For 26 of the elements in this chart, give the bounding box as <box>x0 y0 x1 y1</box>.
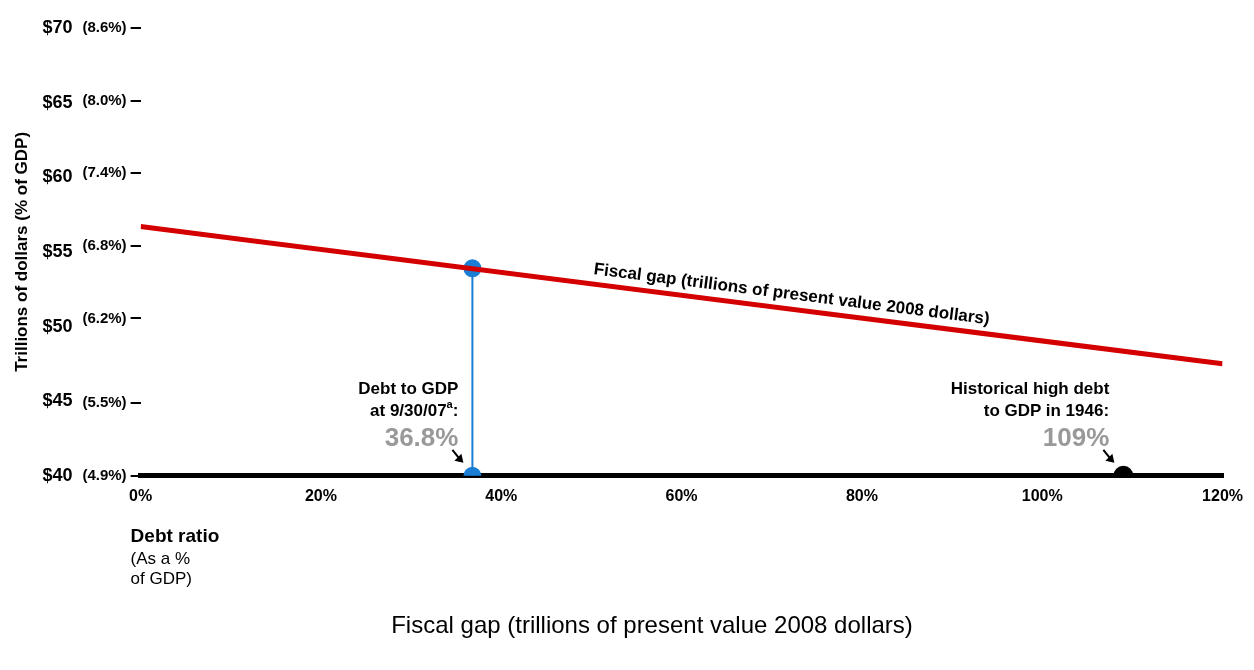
y-tick-label: $70 <box>42 16 73 37</box>
y-tick-label: $40 <box>42 464 73 485</box>
x-tick-label: 80% <box>845 486 878 504</box>
text: Fiscal gap (trillions of present value 2008 dollars) <box>592 259 991 329</box>
x-tick-label: 20% <box>304 486 337 504</box>
text: Fiscal gap (trillions of present value 2008 dollars) <box>391 610 913 638</box>
y2-tick-label: (6.2%) <box>82 308 127 326</box>
y2-tick-label: (8.0%) <box>82 90 127 108</box>
y-axis-title: Trillions of dollars (% of GDP) <box>11 131 31 372</box>
y-tick-label: $45 <box>42 390 73 411</box>
y-tick-label: $55 <box>42 240 73 261</box>
y2-tick-label: (8.6%) <box>82 18 127 36</box>
x-tick-label: 120% <box>1202 486 1243 504</box>
y2-tick-label: (7.4%) <box>82 163 127 181</box>
x-tick-label: 100% <box>1021 486 1063 504</box>
annotation: Historical high debt to GDP in 1946: 109% <box>950 378 1110 452</box>
y2-tick-label: (4.9%) <box>82 465 127 483</box>
x-tick-label: 60% <box>665 486 698 504</box>
y-tick-label: $65 <box>42 91 73 112</box>
x-axis-title: Debt ratio (As a % of GDP) <box>130 525 220 588</box>
x-tick-label: 40% <box>485 486 518 504</box>
y-tick-label: $50 <box>42 315 73 336</box>
y2-tick-label: (5.5%) <box>82 393 127 411</box>
y-tick-label: $60 <box>42 166 73 187</box>
x-tick-label: 0% <box>129 486 153 504</box>
y2-tick-label: (6.8%) <box>82 235 127 253</box>
